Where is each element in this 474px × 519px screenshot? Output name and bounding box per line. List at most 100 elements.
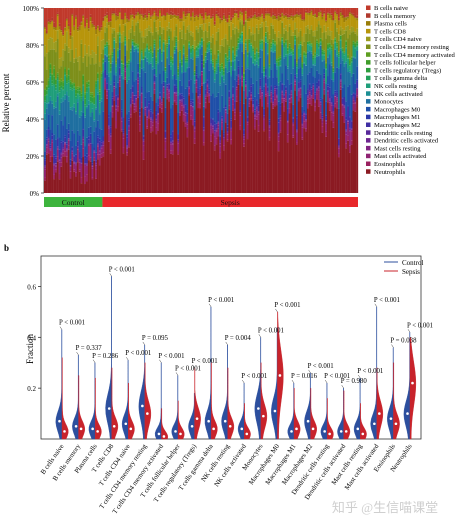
stacked-bar-segment <box>151 113 154 120</box>
stacked-bar-segment <box>348 127 351 129</box>
stacked-bar-segment <box>80 166 83 178</box>
stacked-bar-segment <box>253 12 256 15</box>
stacked-bar-segment <box>266 8 269 12</box>
stacked-bar-segment <box>129 14 132 19</box>
stacked-bar-segment <box>102 49 105 59</box>
stacked-bar-segment <box>274 19 276 32</box>
stacked-bar-segment <box>195 80 198 83</box>
stacked-bar-segment <box>111 112 114 118</box>
stacked-bar-segment <box>107 117 110 126</box>
stacked-bar-segment <box>328 100 331 103</box>
stacked-bar-segment <box>149 16 152 20</box>
stacked-bar-segment <box>266 93 269 96</box>
stacked-bar-segment <box>182 98 185 105</box>
stacked-bar-segment <box>259 39 262 41</box>
stacked-bar-segment <box>180 66 183 72</box>
stacked-bar-segment <box>133 45 136 47</box>
stacked-bar-segment <box>268 119 271 122</box>
stacked-bar-segment <box>160 102 163 105</box>
violin-mast-cells-resting <box>353 377 367 440</box>
stacked-bar-segment <box>284 99 287 102</box>
stacked-bar-segment <box>283 98 286 99</box>
stacked-bar-segment <box>140 53 143 60</box>
stacked-bar-segment <box>75 114 78 146</box>
stacked-bar-segment <box>138 112 141 116</box>
stacked-bar-segment <box>279 60 282 66</box>
stacked-bar-segment <box>84 104 87 107</box>
stacked-bar-segment <box>144 48 147 50</box>
stacked-bar-segment <box>222 79 225 83</box>
median-dot-control <box>223 419 227 423</box>
p-value-label: P < 0.001 <box>274 302 300 309</box>
stacked-bar-segment <box>330 46 333 49</box>
stacked-bar-segment <box>184 16 187 20</box>
stacked-bar-segment <box>303 33 306 42</box>
stacked-bar-segment <box>206 31 209 38</box>
stacked-bar-segment <box>268 137 271 141</box>
stacked-bar-segment <box>347 38 350 55</box>
stacked-bar-segment <box>306 108 309 193</box>
stacked-bar-segment <box>91 57 94 93</box>
stacked-bar-segment <box>162 14 165 16</box>
stacked-bar-segment <box>199 42 202 44</box>
stacked-bar-segment <box>54 26 57 28</box>
stacked-bar-segment <box>124 68 127 70</box>
stacked-bar-segment <box>133 49 136 52</box>
stacked-bar-segment <box>288 8 291 16</box>
stacked-bar-segment <box>195 26 198 30</box>
stacked-bar-segment <box>350 120 353 122</box>
stacked-bar-segment <box>210 16 213 19</box>
stacked-bar-segment <box>215 128 218 130</box>
stacked-bar-segment <box>173 8 176 14</box>
stacked-bar-segment <box>292 8 295 16</box>
stacked-bar-segment <box>343 53 346 55</box>
stacked-bar-segment <box>82 15 85 19</box>
stacked-bar-segment <box>295 65 298 68</box>
stacked-bar-segment <box>51 103 54 116</box>
stacked-bar-segment <box>348 152 351 193</box>
stacked-bar-segment <box>314 57 317 64</box>
stacked-bar-segment <box>138 63 141 68</box>
stacked-bar-segment <box>159 48 161 74</box>
stacked-bar-segment <box>266 15 269 27</box>
stacked-bar-segment <box>91 143 94 163</box>
stacked-bar-segment <box>259 27 262 40</box>
stacked-bar-segment <box>348 84 351 117</box>
stacked-bar-segment <box>82 142 85 149</box>
stacked-bar-segment <box>60 154 63 158</box>
stacked-bar-segment <box>275 58 278 60</box>
stacked-bar-segment <box>175 104 178 193</box>
stacked-bar-segment <box>85 181 88 193</box>
stacked-bar-segment <box>82 129 85 137</box>
stacked-bar-segment <box>303 84 306 110</box>
stacked-bar-segment <box>148 25 151 31</box>
stacked-bar-segment <box>193 48 196 71</box>
stacked-bar-segment <box>326 12 329 14</box>
stacked-bar-segment <box>120 131 123 193</box>
stacked-bar-segment <box>47 87 50 89</box>
stacked-bar-segment <box>292 137 295 193</box>
stacked-bar-segment <box>332 8 335 18</box>
stacked-bar-segment <box>67 139 70 141</box>
violin-dendritic-cells-resting <box>320 382 334 440</box>
stacked-bar-segment <box>277 37 280 57</box>
violin-sepsis <box>210 362 218 440</box>
stacked-bar-segment <box>148 112 151 116</box>
stacked-bar-segment <box>64 30 67 44</box>
stacked-bar-segment <box>328 45 331 48</box>
stacked-bar-segment <box>288 84 291 95</box>
stacked-bar-segment <box>191 106 194 108</box>
stacked-bar-segment <box>237 79 240 85</box>
stacked-bar-segment <box>117 111 119 193</box>
stacked-bar-segment <box>286 39 289 48</box>
stacked-bar-segment <box>233 10 236 14</box>
stacked-bar-segment <box>257 30 260 34</box>
stacked-bar-segment <box>60 142 63 153</box>
stacked-bar-segment <box>337 138 340 139</box>
stacked-bar-segment <box>98 148 101 151</box>
stacked-bar-segment <box>171 141 174 144</box>
stacked-bar-segment <box>283 47 286 57</box>
stacked-bar-segment <box>306 99 309 104</box>
stacked-bar-segment <box>228 91 231 97</box>
stacked-bar-segment <box>47 139 50 142</box>
